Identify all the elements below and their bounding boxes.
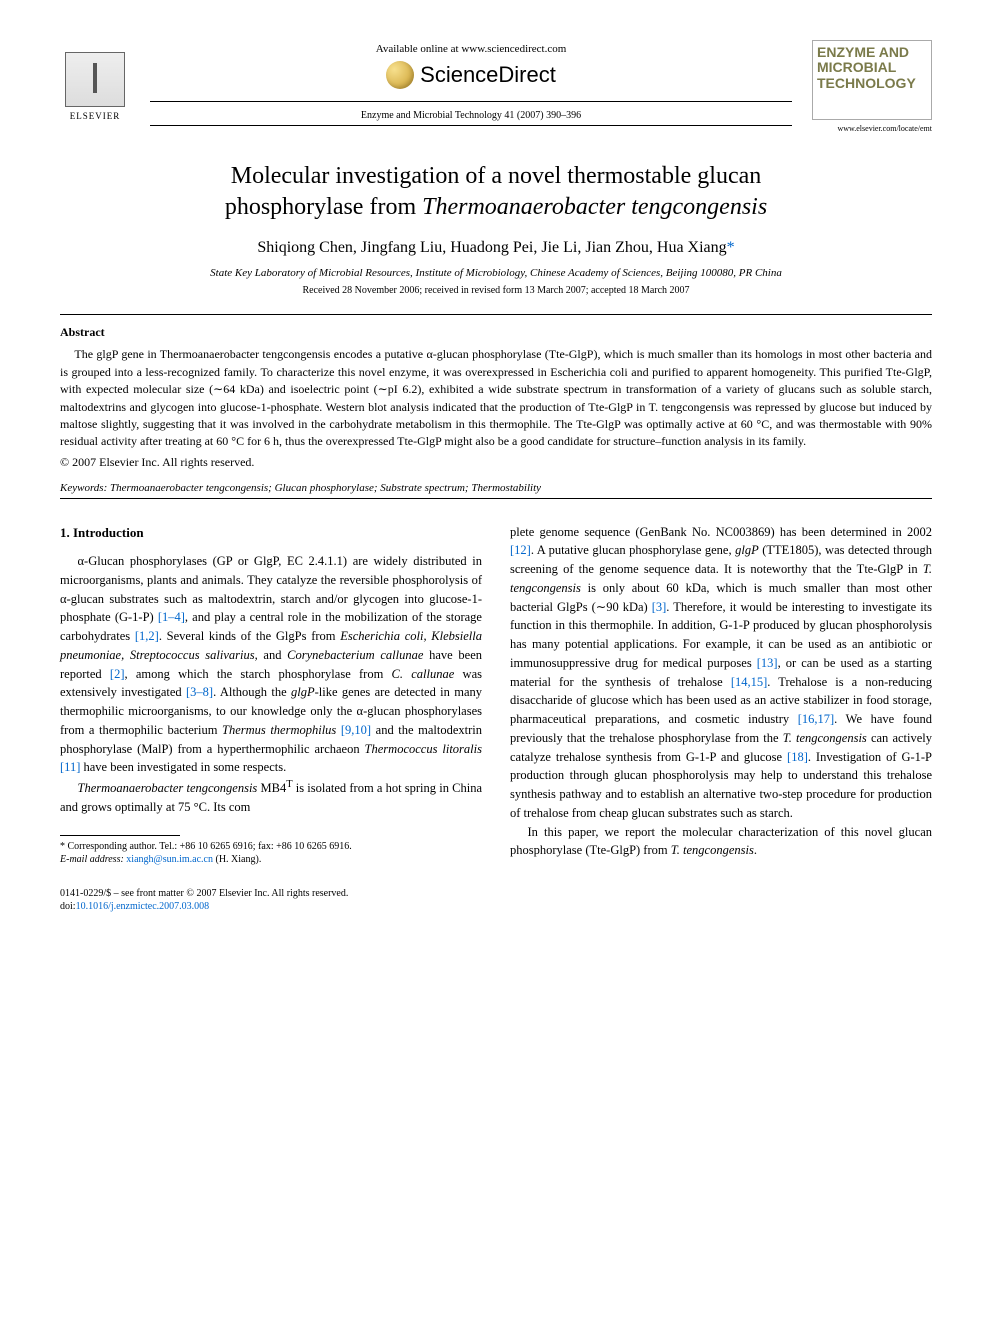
corresponding-author-mark[interactable]: * <box>727 239 735 256</box>
keywords-label: Keywords: <box>60 482 107 494</box>
ref-16-17[interactable]: [16,17] <box>798 712 834 726</box>
intro-p2-right: plete genome sequence (GenBank No. NC003… <box>510 523 932 823</box>
journal-cover-box: ENZYME AND MICROBIAL TECHNOLOGY <box>812 40 932 120</box>
left-column: 1. Introduction α-Glucan phosphorylases … <box>60 523 482 867</box>
p1i-ital: Thermus thermophilus <box>222 723 336 737</box>
header-center: Available online at www.sciencedirect.co… <box>130 43 812 130</box>
p2d-ital: glgP <box>735 543 759 557</box>
page-footer: 0141-0229/$ – see front matter © 2007 El… <box>60 887 932 914</box>
p1c: . Several kinds of the GlgPs from <box>159 629 340 643</box>
intro-heading: 1. Introduction <box>60 523 482 543</box>
p2a-ital: Thermoanaerobacter tengcongensis <box>78 781 258 795</box>
abstract-text: The glgP gene in Thermoanaerobacter teng… <box>60 346 932 450</box>
ref-1-2[interactable]: [1,2] <box>135 629 159 643</box>
p1f-ital: C. callunae <box>392 667 455 681</box>
article-dates: Received 28 November 2006; received in r… <box>60 285 932 296</box>
p1f: , among which the starch phosphorylase f… <box>124 667 391 681</box>
p1m: have been investigated in some respects. <box>80 760 286 774</box>
keywords-line: Keywords: Thermoanaerobacter tengcongens… <box>60 482 932 494</box>
abstract-heading: Abstract <box>60 325 932 340</box>
intro-p3: In this paper, we report the molecular c… <box>510 823 932 861</box>
cover-title-line2: MICROBIAL <box>817 60 927 75</box>
sciencedirect-logo: ScienceDirect <box>150 61 792 89</box>
ref-11[interactable]: [11] <box>60 760 80 774</box>
ref-1-4[interactable]: [1–4] <box>158 610 185 624</box>
email-label: E-mail address: <box>60 854 124 865</box>
ref-3[interactable]: [3] <box>652 600 667 614</box>
p1d-ital: Corynebacterium callunae <box>287 648 423 662</box>
issn-line: 0141-0229/$ – see front matter © 2007 El… <box>60 887 932 901</box>
right-column: plete genome sequence (GenBank No. NC003… <box>510 523 932 867</box>
ref-9-10[interactable]: [9,10] <box>341 723 371 737</box>
elsevier-logo: ELSEVIER <box>60 47 130 127</box>
ref-3-8[interactable]: [3–8] <box>186 685 213 699</box>
abstract-rule-top <box>60 314 932 315</box>
body-columns: 1. Introduction α-Glucan phosphorylases … <box>60 523 932 867</box>
affiliation: State Key Laboratory of Microbial Resour… <box>60 267 932 279</box>
email-link[interactable]: xiangh@sun.im.ac.cn <box>126 854 213 865</box>
corr-author-line: * Corresponding author. Tel.: +86 10 626… <box>60 840 482 854</box>
ref-18[interactable]: [18] <box>787 750 808 764</box>
email-suffix: (H. Xiang). <box>213 854 261 865</box>
page-header: ELSEVIER Available online at www.science… <box>60 40 932 133</box>
p2a: MB4 <box>257 781 286 795</box>
p2j-ital: T. tengcongensis <box>783 731 867 745</box>
p2d: . A putative glucan phosphorylase gene, <box>531 543 735 557</box>
p1h-ital: glgP <box>291 685 315 699</box>
email-line: E-mail address: xiangh@sun.im.ac.cn (H. … <box>60 853 482 867</box>
available-online-text: Available online at www.sciencedirect.co… <box>150 43 792 55</box>
elsevier-name: ELSEVIER <box>70 111 121 121</box>
abstract-body: The glgP gene in Thermoanaerobacter teng… <box>60 346 932 450</box>
ref-13[interactable]: [13] <box>757 656 778 670</box>
p1h: . Although the <box>213 685 291 699</box>
sciencedirect-text: ScienceDirect <box>420 62 556 88</box>
ref-14-15[interactable]: [14,15] <box>731 675 767 689</box>
corresponding-footnote: * Corresponding author. Tel.: +86 10 626… <box>60 840 482 867</box>
doi-line: doi:10.1016/j.enzmictec.2007.03.008 <box>60 900 932 914</box>
cover-title-line3: TECHNOLOGY <box>817 76 927 91</box>
copyright-line: © 2007 Elsevier Inc. All rights reserved… <box>60 455 932 470</box>
cover-title-line1: ENZYME AND <box>817 45 927 60</box>
doi-link[interactable]: 10.1016/j.enzmictec.2007.03.008 <box>76 901 210 912</box>
intro-p2-left: Thermoanaerobacter tengcongensis MB4T is… <box>60 777 482 817</box>
header-rule-bottom <box>150 125 792 126</box>
sciencedirect-ball-icon <box>386 61 414 89</box>
journal-cover: ENZYME AND MICROBIAL TECHNOLOGY www.else… <box>812 40 932 133</box>
abstract-rule-bottom <box>60 498 932 499</box>
title-line1: Molecular investigation of a novel therm… <box>231 163 762 189</box>
authors-line: Shiqiong Chen, Jingfang Liu, Huadong Pei… <box>60 239 932 257</box>
p2c: plete genome sequence (GenBank No. NC003… <box>510 525 932 539</box>
elsevier-tree-icon <box>65 52 125 107</box>
ref-12[interactable]: [12] <box>510 543 531 557</box>
p3a-ital: T. tengcongensis <box>671 843 754 857</box>
authors-names: Shiqiong Chen, Jingfang Liu, Huadong Pei… <box>257 239 726 256</box>
doi-label: doi: <box>60 901 76 912</box>
cover-url: www.elsevier.com/locate/emt <box>812 124 932 133</box>
article-title: Molecular investigation of a novel therm… <box>100 161 892 223</box>
p1d: and <box>258 648 287 662</box>
title-line2-italic: Thermoanaerobacter tengcongensis <box>422 194 767 220</box>
keywords-text: Thermoanaerobacter tengcongensis; Glucan… <box>107 482 541 494</box>
intro-p1: α-Glucan phosphorylases (GP or GlgP, EC … <box>60 552 482 777</box>
journal-citation: Enzyme and Microbial Technology 41 (2007… <box>150 110 792 121</box>
ref-2[interactable]: [2] <box>110 667 125 681</box>
header-rule-top <box>150 101 792 102</box>
footnote-separator <box>60 835 180 836</box>
p3b: . <box>754 843 757 857</box>
p1k-ital: Thermococcus litoralis <box>365 742 482 756</box>
title-line2-pre: phosphorylase from <box>225 194 422 220</box>
